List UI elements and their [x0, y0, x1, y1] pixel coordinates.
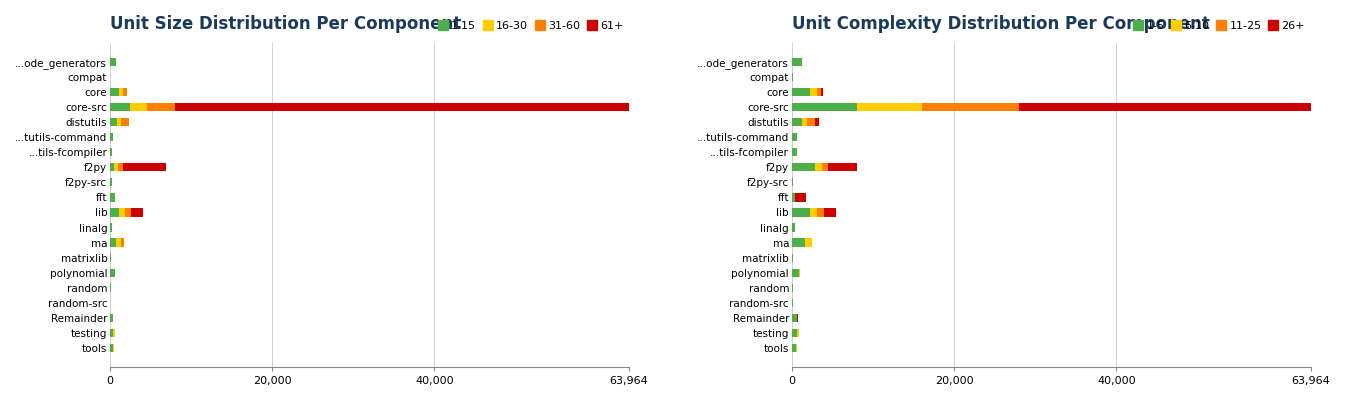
Bar: [110, 58, 116, 66]
Bar: [816, 88, 820, 96]
Bar: [804, 239, 812, 247]
Bar: [792, 223, 795, 232]
Bar: [802, 118, 807, 126]
Text: Unit Size Distribution Per Component: Unit Size Distribution Per Component: [110, 15, 461, 33]
Bar: [118, 163, 124, 171]
Bar: [118, 209, 125, 217]
Legend: 1-15, 16-30, 31-60, 61+: 1-15, 16-30, 31-60, 61+: [437, 20, 623, 31]
Bar: [117, 118, 121, 126]
Bar: [792, 163, 815, 171]
Bar: [816, 209, 824, 217]
Bar: [110, 88, 118, 96]
Bar: [792, 58, 803, 66]
Bar: [110, 239, 116, 247]
Bar: [147, 103, 175, 111]
Bar: [124, 163, 165, 171]
Bar: [122, 88, 126, 96]
Bar: [815, 163, 822, 171]
Bar: [827, 163, 857, 171]
Bar: [118, 88, 122, 96]
Bar: [114, 163, 118, 171]
Bar: [125, 209, 130, 217]
Bar: [792, 193, 795, 202]
Bar: [792, 133, 796, 141]
Bar: [792, 148, 796, 156]
Text: Unit Complexity Distribution Per Component: Unit Complexity Distribution Per Compone…: [792, 15, 1209, 33]
Bar: [824, 209, 835, 217]
Bar: [110, 209, 118, 217]
Bar: [130, 103, 147, 111]
Bar: [110, 163, 114, 171]
Bar: [792, 239, 804, 247]
Bar: [857, 103, 921, 111]
Bar: [121, 118, 129, 126]
Bar: [110, 148, 113, 156]
Bar: [795, 193, 807, 202]
Bar: [792, 103, 857, 111]
Bar: [130, 209, 144, 217]
Bar: [116, 239, 121, 247]
Bar: [110, 133, 113, 141]
Bar: [792, 314, 796, 322]
Bar: [113, 329, 114, 337]
Bar: [815, 118, 819, 126]
Bar: [121, 239, 124, 247]
Bar: [792, 329, 798, 337]
Bar: [792, 253, 794, 262]
Bar: [110, 118, 117, 126]
Bar: [811, 88, 816, 96]
Bar: [810, 209, 816, 217]
Bar: [807, 118, 815, 126]
Bar: [820, 88, 823, 96]
Bar: [110, 344, 113, 352]
Bar: [792, 178, 794, 186]
Bar: [175, 103, 629, 111]
Bar: [792, 118, 802, 126]
Bar: [110, 329, 113, 337]
Legend: 1-5, 6-10, 11-25, 26+: 1-5, 6-10, 11-25, 26+: [1132, 20, 1305, 31]
Bar: [110, 193, 114, 202]
Bar: [792, 269, 799, 277]
Bar: [110, 178, 112, 186]
Bar: [792, 209, 810, 217]
Bar: [1020, 103, 1310, 111]
Bar: [110, 314, 113, 322]
Bar: [110, 223, 112, 232]
Bar: [798, 329, 799, 337]
Bar: [792, 344, 796, 352]
Bar: [110, 269, 114, 277]
Bar: [110, 103, 130, 111]
Bar: [822, 163, 827, 171]
Bar: [796, 314, 799, 322]
Bar: [792, 284, 794, 292]
Bar: [921, 103, 1020, 111]
Bar: [792, 88, 811, 96]
